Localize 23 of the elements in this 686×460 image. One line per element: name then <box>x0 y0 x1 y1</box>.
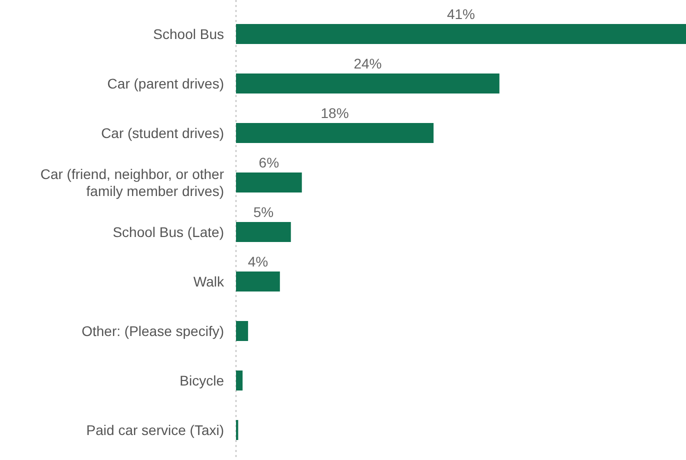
bar <box>236 172 302 192</box>
data-label: 24% <box>354 56 382 72</box>
y-tick-label: Other: (Please specify) <box>82 323 224 339</box>
data-label: 4% <box>248 254 268 270</box>
data-label: 5% <box>253 204 274 220</box>
y-tick-label: School Bus (Late) <box>112 224 224 240</box>
data-label: 41% <box>446 6 476 22</box>
bar <box>236 272 280 292</box>
bar <box>236 123 434 143</box>
bar <box>236 222 291 242</box>
y-tick-label: Car (student drives) <box>101 125 224 141</box>
y-tick-label: Car (friend, neighbor, or other family member drives) <box>40 166 224 199</box>
data-label: 6% <box>258 154 280 170</box>
bar <box>236 321 248 341</box>
data-label: 18% <box>320 105 349 121</box>
bar <box>236 74 500 94</box>
y-tick-label: Bicycle <box>180 372 224 388</box>
y-tick-label: School Bus <box>153 26 224 42</box>
y-tick-label: Car (parent drives) <box>107 76 224 92</box>
bar <box>236 370 243 390</box>
y-tick-label: Walk <box>193 274 225 290</box>
bar <box>236 24 686 44</box>
y-tick-label: Paid car service (Taxi) <box>86 422 224 438</box>
